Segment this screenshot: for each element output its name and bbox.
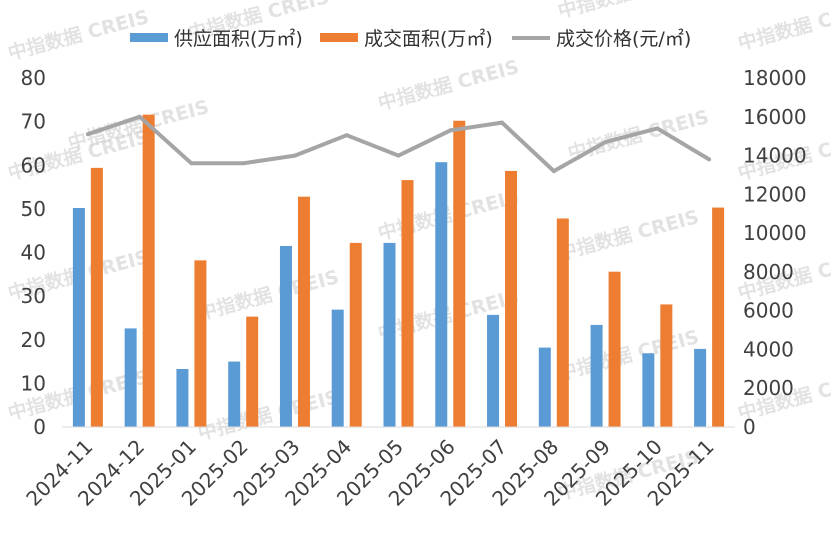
sales-bar [194, 260, 207, 427]
watermark-text: 中指数据 CREIS [5, 5, 151, 65]
sales-bar [660, 304, 673, 427]
sales-bar [349, 242, 362, 427]
left-axis-tick: 40 [21, 241, 46, 265]
right-axis-tick: 12000 [743, 182, 807, 206]
legend-price-label: 成交价格(元/㎡) [556, 27, 691, 50]
right-axis-tick: 8000 [743, 260, 794, 284]
left-axis-tick: 30 [21, 284, 46, 308]
watermark-layer: 中指数据 CREIS 中指数据 CREIS 中指数据 CREIS 中指数据 CREIS… [5, 0, 831, 505]
price-point [603, 139, 608, 144]
price-point [655, 126, 660, 131]
sales-bar [505, 170, 518, 427]
legend-sales-label: 成交面积(万㎡) [364, 27, 493, 50]
watermark-text: 中指数据 CREIS [735, 0, 831, 55]
sales-bar [712, 207, 725, 427]
right-axis-tick: 10000 [743, 221, 807, 245]
left-axis: 0 10 20 30 40 50 60 70 80 [21, 66, 46, 439]
supply-bar [487, 314, 500, 427]
price-point [85, 132, 90, 137]
supply-bar [435, 162, 448, 428]
watermark-text: 中指数据 CREIS [375, 55, 521, 115]
watermark-text: 中指数据 CREIS [375, 285, 521, 345]
legend-supply-label: 供应面积(万㎡) [174, 27, 303, 50]
price-point [189, 161, 194, 166]
supply-bar [72, 208, 85, 427]
price-point [500, 120, 505, 125]
sales-bar [297, 196, 310, 427]
supply-bar [279, 245, 292, 427]
watermark-text: 中指数据 CREIS [375, 185, 521, 245]
sales-bar [556, 218, 569, 427]
price-point [448, 128, 453, 133]
supply-bar [383, 242, 396, 427]
left-axis-tick: 80 [21, 66, 46, 90]
supply-bar [642, 353, 655, 427]
right-axis-tick: 2000 [743, 376, 794, 400]
supply-bar [538, 347, 551, 427]
right-axis-tick: 14000 [743, 144, 807, 168]
left-axis-tick: 0 [33, 415, 46, 439]
sales-bar [453, 120, 466, 427]
left-axis-tick: 50 [21, 197, 46, 221]
legend-supply-swatch [130, 33, 168, 42]
price-line [85, 114, 712, 174]
watermark-text: 中指数据 CREIS [195, 265, 341, 325]
price-point [137, 114, 142, 119]
sales-bar [142, 114, 155, 428]
legend: 供应面积(万㎡) 成交面积(万㎡) 成交价格(元/㎡) [130, 27, 691, 50]
x-axis: 2024-112024-122025-012025-022025-032025-… [21, 435, 718, 511]
price-point [292, 153, 297, 158]
supply-bar [331, 309, 344, 427]
supply-bar [228, 361, 241, 427]
right-axis-tick: 0 [743, 415, 756, 439]
legend-sales-swatch [320, 33, 358, 42]
right-axis-tick: 6000 [743, 299, 794, 323]
right-axis-tick: 4000 [743, 337, 794, 361]
supply-bar [590, 324, 603, 427]
watermark-text: 中指数据 CREIS [555, 205, 701, 265]
supply-bar [124, 328, 137, 427]
left-axis-tick: 60 [21, 153, 46, 177]
right-axis-tick: 16000 [743, 105, 807, 129]
left-axis-tick: 20 [21, 328, 46, 352]
watermark-text: 中指数据 CREIS [555, 325, 701, 385]
supply-bar [694, 348, 707, 427]
right-axis: 0 2000 4000 6000 8000 10000 12000 14000 16000 180… [743, 66, 807, 439]
price-point [241, 161, 246, 166]
price-point [707, 157, 712, 162]
watermark-text: 中指数据 CREIS [555, 0, 701, 23]
bars [62, 114, 735, 428]
left-axis-tick: 10 [21, 371, 46, 395]
sales-bar [246, 316, 259, 427]
right-axis-tick: 18000 [743, 66, 807, 90]
watermark-text: 中指数据 CREIS [195, 385, 341, 445]
sales-bar [401, 180, 414, 427]
supply-bar [176, 368, 189, 427]
price-point [344, 133, 349, 138]
price-point [396, 153, 401, 158]
sales-bar [90, 167, 103, 427]
sales-bar [608, 271, 621, 427]
price-point [551, 169, 556, 174]
left-axis-tick: 70 [21, 110, 46, 134]
